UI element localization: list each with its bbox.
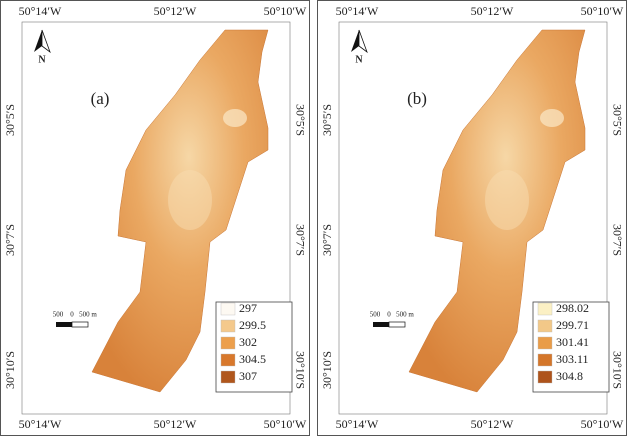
map-panel: 50°14′W 50°14′W 50°12′W 50°12′W 50°10′W 50°10… xyxy=(0,0,310,436)
legend-swatch xyxy=(537,353,553,367)
hot-spot xyxy=(223,109,247,127)
legend-swatch xyxy=(537,319,553,333)
north-arrow xyxy=(41,29,51,54)
scale-bar xyxy=(373,322,389,327)
legend-label: 302 xyxy=(239,335,257,349)
legend-swatch xyxy=(220,353,236,367)
right-coordinate: 30°5′S xyxy=(293,104,307,136)
north-arrow xyxy=(358,29,368,54)
legend-label: 298.02 xyxy=(556,301,589,315)
legend-label: 307 xyxy=(239,369,257,383)
scale-bar xyxy=(56,322,72,327)
right-coordinate: 30°7′S xyxy=(293,224,307,256)
map-panel: 50°14′W 50°14′W 50°12′W 50°12′W 50°10′W 50°10… xyxy=(317,0,627,436)
top-coordinate: 50°10′W xyxy=(581,4,624,18)
right-coordinate: 30°10′S xyxy=(293,351,307,389)
legend-swatch xyxy=(220,370,236,384)
bottom-coordinate: 50°12′W xyxy=(154,417,197,431)
top-coordinate: 50°12′W xyxy=(154,4,197,18)
scale-label: 0 xyxy=(70,311,74,319)
panel-label: (b) xyxy=(407,89,427,108)
hot-spot xyxy=(540,109,564,127)
right-coordinate: 30°5′S xyxy=(610,104,624,136)
legend-label: 297 xyxy=(239,301,257,315)
legend-swatch xyxy=(220,336,236,350)
map-frame xyxy=(21,21,291,415)
legend-swatch xyxy=(220,319,236,333)
legend-label: 304.5 xyxy=(239,352,266,366)
legend-label: 299.71 xyxy=(556,318,589,332)
legend-label: 301.41 xyxy=(556,335,589,349)
bottom-coordinate: 50°10′W xyxy=(581,417,624,431)
north-label: N xyxy=(38,54,46,65)
scale-label: 0 xyxy=(387,311,391,319)
north-arrow xyxy=(351,30,359,52)
hot-spot xyxy=(485,170,529,230)
left-coordinate: 30°10′S xyxy=(320,351,334,389)
right-coordinate: 30°7′S xyxy=(610,224,624,256)
bottom-coordinate: 50°14′W xyxy=(19,417,62,431)
left-coordinate: 30°10′S xyxy=(3,351,17,389)
legend-swatch xyxy=(220,302,236,316)
top-coordinate: 50°10′W xyxy=(264,4,307,18)
left-coordinate: 30°5′S xyxy=(3,104,17,136)
bottom-coordinate: 50°10′W xyxy=(264,417,307,431)
scale-bar xyxy=(71,321,89,328)
panel-label: (a) xyxy=(91,89,110,108)
top-coordinate: 50°12′W xyxy=(471,4,514,18)
north-arrow xyxy=(34,30,42,52)
left-coordinate: 30°7′S xyxy=(3,224,17,256)
map-frame xyxy=(338,21,608,415)
left-coordinate: 30°5′S xyxy=(320,104,334,136)
legend-label: 304.8 xyxy=(556,369,583,383)
scale-label: 500 m xyxy=(79,311,97,319)
scale-label: 500 xyxy=(370,311,381,319)
top-coordinate: 50°14′W xyxy=(19,4,62,18)
scale-bar xyxy=(388,321,406,328)
legend-swatch xyxy=(537,370,553,384)
legend-label: 299.5 xyxy=(239,318,266,332)
left-coordinate: 30°7′S xyxy=(320,224,334,256)
top-coordinate: 50°14′W xyxy=(336,4,379,18)
bottom-coordinate: 50°12′W xyxy=(471,417,514,431)
legend-swatch xyxy=(537,336,553,350)
scale-label: 500 xyxy=(53,311,64,319)
legend-swatch xyxy=(537,302,553,316)
legend-label: 303.11 xyxy=(556,352,589,366)
right-coordinate: 30°10′S xyxy=(610,351,624,389)
hot-spot xyxy=(168,170,212,230)
bottom-coordinate: 50°14′W xyxy=(336,417,379,431)
scale-label: 500 m xyxy=(396,311,414,319)
north-label: N xyxy=(355,54,363,65)
